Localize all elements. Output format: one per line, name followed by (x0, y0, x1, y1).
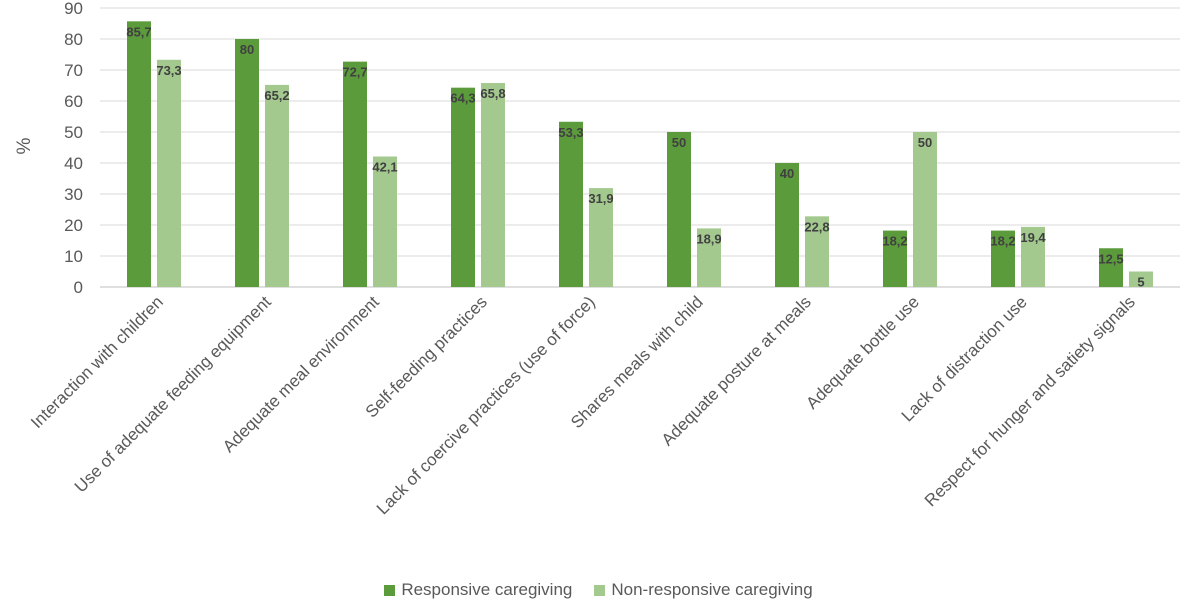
category-label: Self-feeding practices (362, 292, 491, 421)
gridlines (100, 7, 1180, 288)
category-label: Lack of coercive practices (use of force… (373, 292, 599, 518)
bar (1129, 271, 1153, 287)
data-label: 5 (1137, 275, 1144, 290)
data-label: 65,8 (480, 86, 505, 101)
category-label: Lack of distraction use (898, 292, 1031, 425)
legend-item-responsive: Responsive caregiving (384, 580, 572, 600)
y-tick-label: 50 (64, 123, 83, 142)
legend-swatch-non-responsive (594, 584, 606, 596)
bar (127, 21, 151, 288)
bar (1099, 248, 1123, 287)
legend-item-non-responsive: Non-responsive caregiving (594, 580, 813, 600)
y-tick-label: 30 (64, 185, 83, 204)
y-tick-label: 90 (64, 0, 83, 18)
bar (373, 156, 397, 287)
data-label: 53,3 (558, 125, 583, 140)
legend-swatch-responsive (384, 584, 396, 596)
category-label: Respect for hunger and satiety signals (921, 292, 1139, 510)
data-label: 73,3 (156, 63, 181, 78)
data-label: 42,1 (372, 159, 397, 174)
data-label: 50 (672, 135, 686, 150)
y-tick-label: 10 (64, 247, 83, 266)
y-axis-title: % (14, 137, 35, 154)
y-axis-ticks: 0 10 20 30 40 50 60 70 80 90 (64, 0, 83, 297)
y-tick-label: 70 (64, 61, 83, 80)
bars (127, 21, 1153, 288)
bar (775, 163, 799, 287)
bar (451, 87, 475, 287)
legend-label-non-responsive: Non-responsive caregiving (611, 580, 813, 599)
bar (805, 216, 829, 287)
legend-label-responsive: Responsive caregiving (401, 580, 573, 599)
bar (481, 83, 505, 288)
data-label: 65,2 (264, 88, 289, 103)
bar (667, 132, 691, 287)
bar (913, 132, 937, 287)
data-label: 18,2 (882, 234, 907, 249)
data-label: 50 (918, 135, 932, 150)
data-label: 19,4 (1020, 230, 1046, 245)
category-label: Adequate bottle use (802, 292, 922, 412)
bar (157, 59, 181, 287)
legend: Responsive caregiving Non-responsive car… (0, 580, 1197, 600)
data-label: 40 (780, 166, 794, 181)
data-label: 22,8 (804, 219, 829, 234)
data-label: 12,5 (1098, 251, 1123, 266)
data-label: 31,9 (588, 191, 613, 206)
data-labels: 85,7 73,3 80 65,2 72,7 42,1 64,3 65,8 53,3 31,9 50… (126, 24, 1144, 289)
y-tick-label: 0 (74, 278, 83, 297)
y-tick-label: 20 (64, 216, 83, 235)
bar (991, 230, 1015, 287)
bar (343, 61, 367, 287)
bar (883, 230, 907, 287)
category-label: Use of adequate feeding equipment (71, 292, 275, 496)
bar (235, 39, 259, 287)
data-label: 80 (240, 42, 254, 57)
data-label: 72,7 (342, 65, 367, 80)
bar (697, 228, 721, 287)
bar (559, 121, 583, 288)
data-label: 85,7 (126, 24, 151, 39)
y-tick-label: 60 (64, 92, 83, 111)
bar (265, 84, 289, 287)
bar (1021, 226, 1045, 287)
bar (589, 188, 613, 287)
data-label: 18,9 (696, 231, 721, 246)
y-tick-label: 80 (64, 30, 83, 49)
data-label: 18,2 (990, 234, 1015, 249)
y-tick-label: 40 (64, 154, 83, 173)
data-label: 64,3 (450, 91, 475, 106)
